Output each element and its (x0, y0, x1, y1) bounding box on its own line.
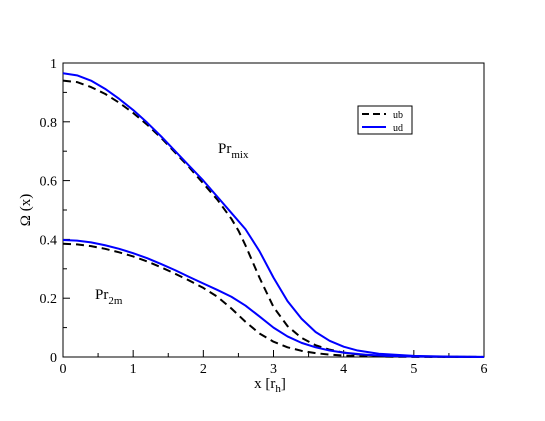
x-tick-label: 3 (270, 362, 277, 377)
y-tick-label: 1 (50, 57, 57, 72)
x-axis-label: x [rh] (254, 376, 286, 395)
series-line-pr-2m-ub (62, 242, 485, 358)
annotation-pr-mix-sub: mix (231, 149, 249, 161)
y-tick-label: 0.6 (40, 175, 58, 190)
legend-label-ub: ub (393, 110, 403, 121)
series-line-pr-2m-ud (62, 238, 485, 358)
legend: ub ud (357, 105, 413, 135)
annotation-pr-2m-base: Pr (95, 287, 108, 303)
annotation-pr-mix: Prmix (218, 141, 249, 161)
annotation-pr-2m-sub: 2m (108, 295, 123, 307)
x-tick-label: 0 (60, 362, 67, 377)
x-axis-label-close: ] (281, 376, 286, 392)
x-axis-label-main: x [r (254, 376, 275, 392)
y-tick-label: 0 (50, 351, 57, 366)
y-tick-label: 0.4 (40, 233, 58, 248)
x-tick-label: 2 (200, 362, 207, 377)
y-tick-label: 0.8 (40, 116, 58, 131)
axis-ticks: 0 1 2 3 4 5 6 0 0.2 0.4 0.6 0.8 1 (40, 57, 488, 377)
series-layer (62, 72, 485, 358)
x-tick-label: 4 (340, 362, 347, 377)
y-tick-label: 0.2 (40, 292, 58, 307)
y-axis-label: Ω (x) (18, 194, 34, 226)
annotation-pr-mix-base: Pr (218, 141, 231, 157)
series-line-pr-mix-ub (62, 79, 485, 358)
x-tick-label: 6 (481, 362, 488, 377)
annotation-pr-2m: Pr2m (95, 287, 123, 307)
legend-label-ud: ud (393, 123, 403, 134)
x-tick-label: 1 (130, 362, 137, 377)
x-tick-label: 5 (410, 362, 417, 377)
legend-box (357, 105, 413, 135)
series-line-pr-mix-ud (62, 72, 485, 358)
x-axis-label-sub: h (275, 383, 281, 395)
